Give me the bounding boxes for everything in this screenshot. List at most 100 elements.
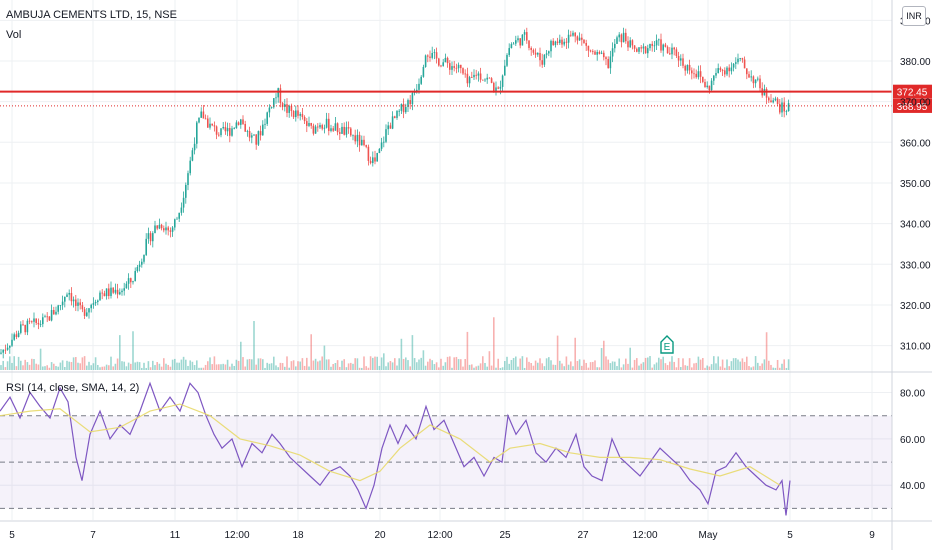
volume-bar <box>499 367 502 370</box>
candle-body <box>332 128 334 131</box>
candle-body <box>312 125 315 134</box>
candle-body <box>97 300 99 303</box>
candle-body <box>587 45 590 51</box>
volume-bar <box>343 359 345 370</box>
volume-bar <box>145 367 147 370</box>
candle-body <box>253 134 255 136</box>
candle-body <box>160 224 163 229</box>
volume-bar <box>649 356 651 370</box>
volume-bar <box>0 365 2 370</box>
volume-bar <box>222 363 224 370</box>
candle-body <box>515 40 517 44</box>
candle-body <box>356 134 359 142</box>
candle-body <box>292 111 295 118</box>
volume-bar <box>765 332 768 370</box>
candle-body <box>750 76 752 78</box>
volume-bar <box>92 363 95 370</box>
candle-body <box>235 122 238 129</box>
candle-body <box>220 128 222 136</box>
volume-bar <box>50 362 53 370</box>
volume-bar <box>116 358 119 370</box>
currency-button[interactable]: INR <box>902 6 926 26</box>
candle-body <box>662 44 664 51</box>
candle-body <box>739 58 741 59</box>
volume-bar <box>4 367 7 370</box>
volume-bar <box>94 357 97 370</box>
volume-bar <box>277 367 279 370</box>
candle-body <box>581 37 583 40</box>
volume-bar <box>677 358 680 370</box>
candle-body <box>37 322 40 325</box>
volume-bar <box>264 367 266 370</box>
volume-bar <box>185 359 187 370</box>
candle-body <box>583 39 585 43</box>
volume-bar <box>2 360 4 370</box>
candle-body <box>48 316 51 321</box>
volume-bar <box>83 356 86 370</box>
volume-bar <box>378 365 381 370</box>
candle-body <box>209 123 211 128</box>
volume-bar <box>556 335 559 370</box>
volume-bar <box>336 360 339 370</box>
candle-body <box>255 134 257 145</box>
candle-body <box>631 40 634 46</box>
volume-bar <box>248 358 251 370</box>
candle-body <box>226 128 229 132</box>
volume-bar <box>488 351 491 370</box>
volume-bar <box>455 356 458 370</box>
volume-bar <box>187 365 189 370</box>
time-tick-label: 25 <box>499 530 511 541</box>
candle-body <box>405 107 407 113</box>
volume-bar <box>81 357 84 370</box>
candle-body <box>636 48 638 52</box>
candle-body <box>347 127 350 129</box>
volume-bar <box>72 357 75 370</box>
volume-bar <box>506 356 508 370</box>
time-tick-label: 12:00 <box>224 530 249 541</box>
volume-bar <box>200 367 202 370</box>
time-tick-label: 27 <box>577 530 589 541</box>
symbol-title[interactable]: AMBUJA CEMENTS LTD, 15, NSE <box>6 9 177 21</box>
volume-bar <box>374 356 376 370</box>
volume-bar <box>521 356 524 370</box>
candle-body <box>317 126 319 128</box>
volume-bar <box>739 361 741 370</box>
volume-bar <box>11 362 13 370</box>
candle-body <box>427 55 429 57</box>
volume-bar <box>57 366 59 370</box>
candle-body <box>185 184 187 198</box>
volume-bar <box>341 360 343 370</box>
earnings-marker[interactable] <box>660 335 674 354</box>
volume-label[interactable]: Vol <box>6 29 22 41</box>
volume-bar <box>244 366 246 370</box>
volume-bar <box>138 362 141 370</box>
volume-bar <box>418 359 420 370</box>
candle-body <box>567 34 570 43</box>
candle-body <box>400 104 403 111</box>
volume-bar <box>717 356 719 370</box>
volume-bar <box>728 366 730 370</box>
candle-body <box>165 227 167 231</box>
candle-body <box>495 87 497 92</box>
candle-body <box>462 68 464 74</box>
candle-body <box>519 38 521 46</box>
volume-bar <box>182 356 185 370</box>
volume-bar <box>427 361 429 370</box>
volume-bar <box>169 366 172 370</box>
volume-bar <box>13 356 15 370</box>
candle-body <box>171 227 174 232</box>
volume-bar <box>347 363 350 370</box>
volume-bar <box>127 362 130 370</box>
candle-body <box>585 42 587 46</box>
volume-bar <box>757 362 759 370</box>
candle-body <box>433 52 436 54</box>
candle-body <box>464 73 466 75</box>
candle-body <box>772 100 774 103</box>
horizontal-levels[interactable]: 372.45 368.95 <box>0 84 932 113</box>
volume-bar <box>367 367 370 370</box>
volume-bar <box>385 366 387 370</box>
rsi-label[interactable]: RSI (14, close, SMA, 14, 2) <box>6 382 140 394</box>
candle-body <box>26 320 29 333</box>
candle-body <box>658 39 660 41</box>
